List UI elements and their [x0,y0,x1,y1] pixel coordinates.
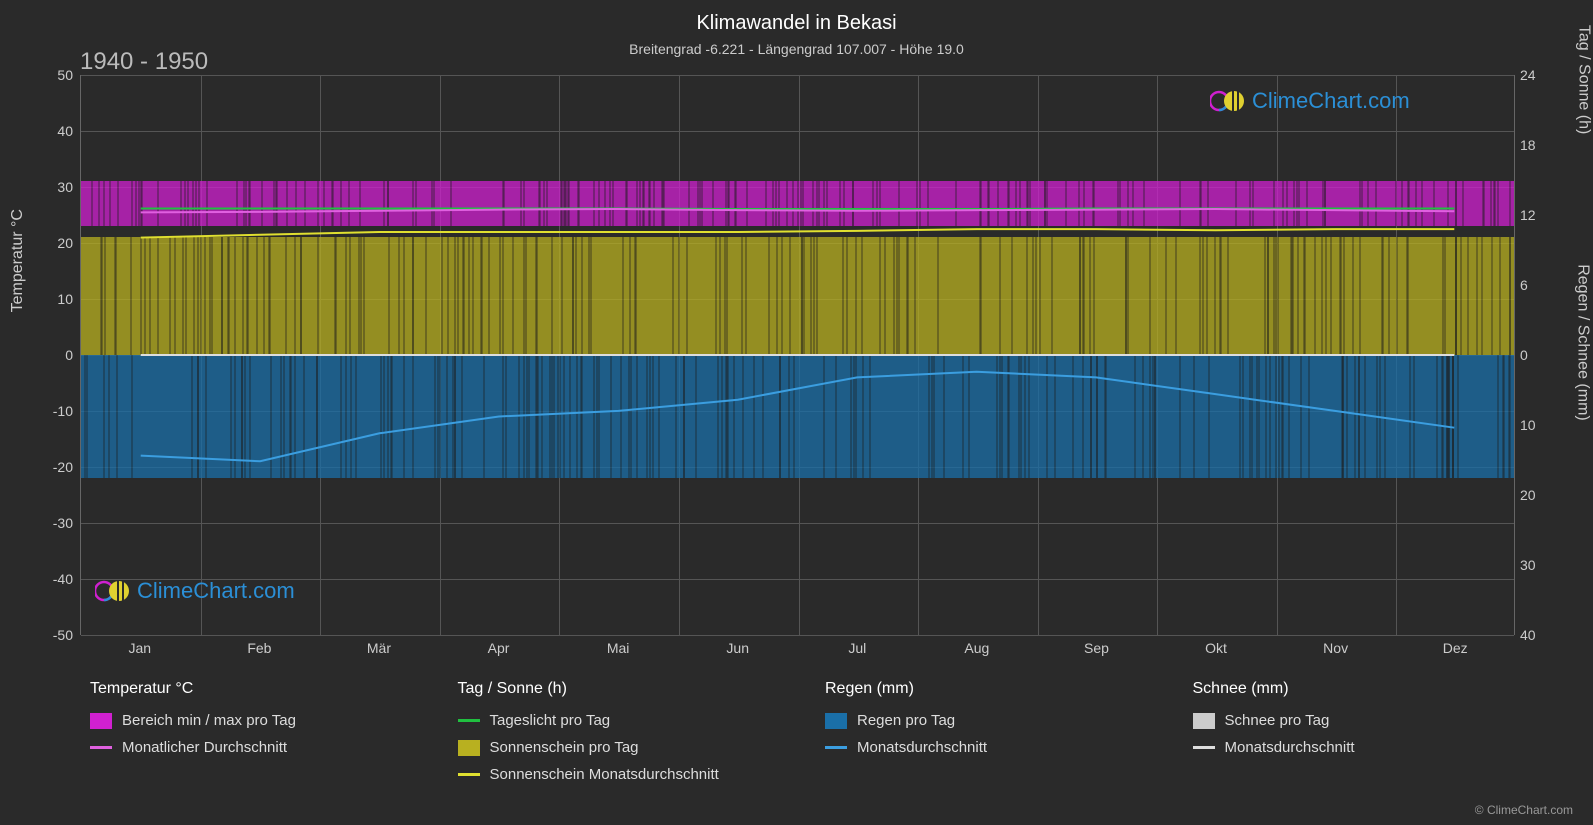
legend-header: Schnee (mm) [1193,680,1521,698]
x-tick-label: Mär [367,640,391,656]
watermark-text: ClimeChart.com [1252,88,1410,114]
legend-column: Temperatur °C Bereich min / max pro Tag Mo… [90,680,418,783]
chart-subtitle: Breitengrad -6.221 - Längengrad 107.007 … [0,35,1593,57]
legend: Temperatur °C Bereich min / max pro Tag Mo… [90,680,1520,783]
copyright-text: © ClimeChart.com [1475,803,1573,817]
legend-label: Schnee pro Tag [1225,712,1330,729]
sunshine-monthly-line [141,229,1455,237]
y-left-tick-label: 20 [33,235,73,251]
legend-item: Sonnenschein pro Tag [458,739,786,756]
legend-item: Bereich min / max pro Tag [90,712,418,729]
x-tick-label: Jun [726,640,749,656]
legend-item: Sonnenschein Monatsdurchschnitt [458,766,786,783]
y-right-bot-tick-label: 30 [1520,557,1560,573]
legend-item: Monatlicher Durchschnitt [90,739,418,756]
x-tick-label: Okt [1205,640,1227,656]
y-left-tick-label: -30 [33,515,73,531]
x-tick-label: Sep [1084,640,1109,656]
y-right-bot-tick-label: 20 [1520,487,1560,503]
y-right-top-tick-label: 24 [1520,67,1560,83]
y-left-tick-label: 0 [33,347,73,363]
legend-label: Sonnenschein pro Tag [490,739,639,756]
gridline-h [81,635,1514,636]
legend-item: Monatsdurchschnitt [1193,739,1521,756]
climate-chart: Klimawandel in Bekasi Breitengrad -6.221… [0,0,1593,825]
y-right-top-tick-label: 0 [1520,347,1560,363]
legend-label: Monatsdurchschnitt [857,739,987,756]
chart-title: Klimawandel in Bekasi [0,0,1593,35]
line-series-svg [81,75,1514,635]
temp-monthly-line [141,209,1455,212]
legend-swatch-box [458,740,480,756]
legend-column: Schnee (mm) Schnee pro Tag Monatsdurchschn… [1193,680,1521,783]
watermark-text: ClimeChart.com [137,578,295,604]
legend-item: Regen pro Tag [825,712,1153,729]
climechart-logo-icon [95,579,131,603]
legend-label: Tageslicht pro Tag [490,712,611,729]
y-left-tick-label: -20 [33,459,73,475]
y-right-top-tick-label: 12 [1520,207,1560,223]
legend-swatch-line [458,719,480,722]
y-left-tick-label: 30 [33,179,73,195]
x-tick-label: Nov [1323,640,1348,656]
legend-label: Bereich min / max pro Tag [122,712,296,729]
legend-header: Regen (mm) [825,680,1153,698]
y-left-tick-label: 40 [33,123,73,139]
watermark: ClimeChart.com [95,578,295,604]
y-left-tick-label: -10 [33,403,73,419]
y-right-top-tick-label: 18 [1520,137,1560,153]
watermark: ClimeChart.com [1210,88,1410,114]
x-tick-label: Feb [247,640,271,656]
legend-column: Regen (mm) Regen pro Tag Monatsdurchschnit… [825,680,1153,783]
legend-swatch-box [825,713,847,729]
x-tick-label: Aug [964,640,989,656]
legend-label: Sonnenschein Monatsdurchschnitt [490,766,719,783]
x-tick-label: Apr [488,640,510,656]
legend-header: Temperatur °C [90,680,418,698]
x-tick-label: Mai [607,640,630,656]
x-tick-label: Dez [1443,640,1468,656]
y-left-tick-label: -40 [33,571,73,587]
y-left-tick-label: -50 [33,627,73,643]
legend-item: Monatsdurchschnitt [825,739,1153,756]
y-right-top-axis-title: Tag / Sonne (h) [1574,25,1592,134]
y-right-bot-tick-label: 10 [1520,417,1560,433]
y-right-bot-axis-title: Regen / Schnee (mm) [1574,264,1592,421]
legend-swatch-line [825,746,847,749]
y-right-top-tick-label: 6 [1520,277,1560,293]
climechart-logo-icon [1210,89,1246,113]
legend-item: Tageslicht pro Tag [458,712,786,729]
y-right-bot-tick-label: 40 [1520,627,1560,643]
legend-header: Tag / Sonne (h) [458,680,786,698]
legend-swatch-line [1193,746,1215,749]
y-left-tick-label: 10 [33,291,73,307]
legend-swatch-line [458,773,480,776]
legend-swatch-box [1193,713,1215,729]
legend-swatch-line [90,746,112,749]
legend-label: Regen pro Tag [857,712,955,729]
legend-column: Tag / Sonne (h) Tageslicht pro Tag Sonnens… [458,680,786,783]
legend-label: Monatlicher Durchschnitt [122,739,287,756]
period-label: 1940 - 1950 [80,48,208,76]
plot-area [80,75,1515,635]
legend-item: Schnee pro Tag [1193,712,1521,729]
legend-swatch-box [90,713,112,729]
y-left-axis-title: Temperatur °C [9,209,27,312]
x-tick-label: Jan [128,640,151,656]
y-left-tick-label: 50 [33,67,73,83]
x-tick-label: Jul [848,640,866,656]
legend-label: Monatsdurchschnitt [1225,739,1355,756]
rain-monthly-line [141,372,1455,461]
